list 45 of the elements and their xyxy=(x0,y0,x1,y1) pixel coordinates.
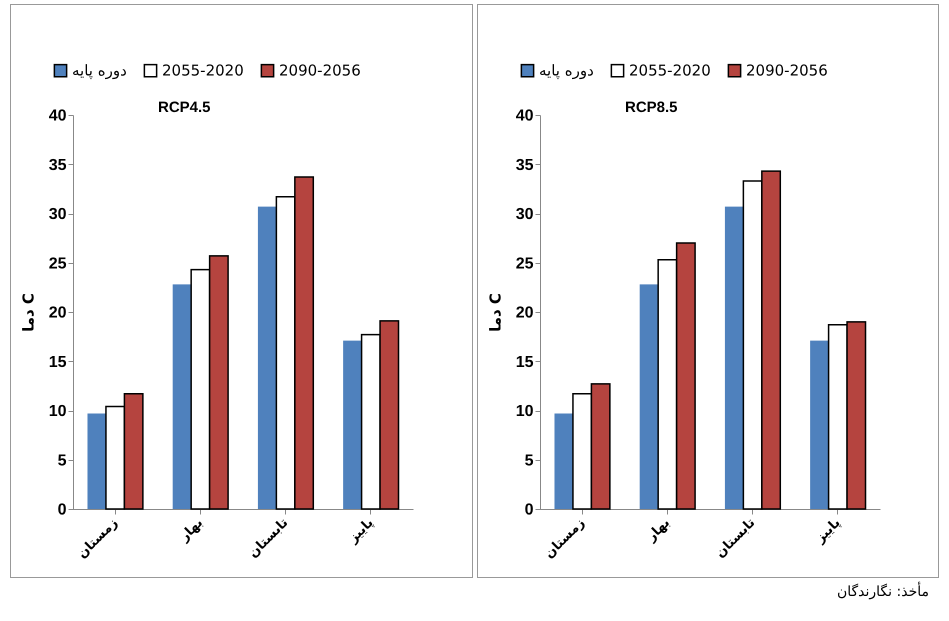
y-tick-label: 10 xyxy=(48,403,67,420)
x-tick-label: پاییز xyxy=(345,516,376,547)
y-axis-title: دما C xyxy=(20,293,38,332)
x-tick-label: بهار xyxy=(176,516,206,546)
bar xyxy=(172,284,192,509)
bar xyxy=(554,413,572,509)
y-tick-label: 0 xyxy=(58,502,67,518)
legend-label: 2090-2056 xyxy=(746,62,828,80)
y-tick-label: 35 xyxy=(515,156,534,174)
x-tick-label: تابستان xyxy=(246,516,292,561)
legend-label: 2055-2020 xyxy=(628,62,710,80)
legend-label: دوره پایه xyxy=(538,62,594,80)
y-tick-label: 15 xyxy=(515,354,534,371)
chart-title: RCP4.5 xyxy=(158,99,211,116)
bar xyxy=(258,206,276,509)
y-tick-label: 20 xyxy=(515,304,534,322)
legend-label: 2055-2020 xyxy=(162,62,244,80)
bar xyxy=(639,284,658,509)
y-tick-label: 30 xyxy=(48,206,67,223)
y-tick-label: 20 xyxy=(48,304,67,322)
y-axis-title: دما C xyxy=(486,293,504,332)
y-tick-label: 5 xyxy=(58,452,67,470)
x-tick-label: تابستان xyxy=(712,516,758,561)
bar xyxy=(724,206,743,509)
text: مأخذ: نگارندگان xyxy=(836,584,929,600)
chart-title: RCP8.5 xyxy=(624,99,678,116)
x-tick-label: بهار xyxy=(642,516,673,546)
x-tick-label: پاییز xyxy=(812,516,843,547)
legend-label: 2090-2056 xyxy=(279,62,361,80)
y-tick-label: 35 xyxy=(48,156,67,174)
bar xyxy=(87,413,106,509)
y-tick-label: 40 xyxy=(515,108,534,124)
y-tick-label: 25 xyxy=(515,255,534,272)
y-tick-label: 15 xyxy=(48,354,67,371)
x-tick-label: زمستان xyxy=(74,516,121,562)
bar xyxy=(343,340,362,509)
y-tick-label: 10 xyxy=(515,403,534,420)
y-tick-label: 40 xyxy=(48,108,67,124)
y-tick-label: 0 xyxy=(524,502,534,518)
y-tick-label: 30 xyxy=(515,206,534,223)
y-tick-label: 25 xyxy=(48,255,67,272)
bar xyxy=(810,340,828,509)
legend-label: دوره پایه xyxy=(72,62,127,80)
y-tick-label: 5 xyxy=(524,452,534,470)
x-tick-label: زمستان xyxy=(541,516,588,562)
